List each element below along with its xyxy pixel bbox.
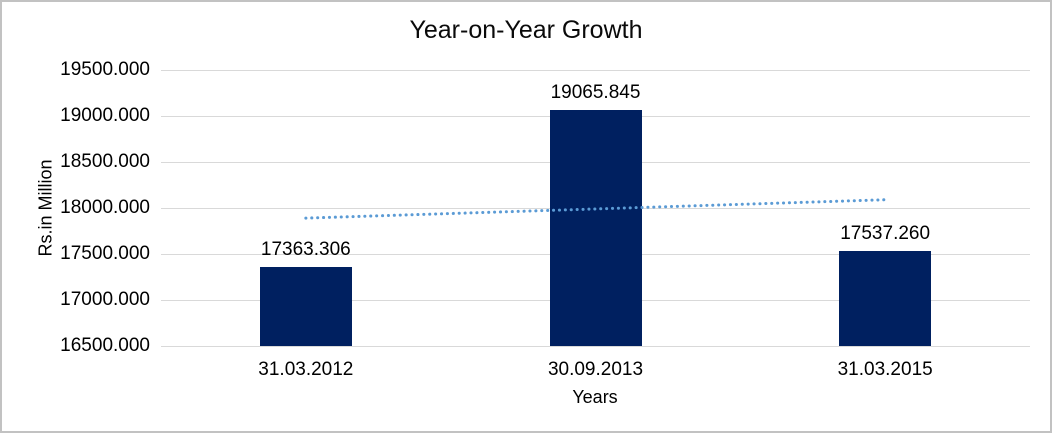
x-tick-label: 31.03.2015 (837, 359, 933, 380)
y-tick-label: 18500.000 (60, 151, 150, 172)
y-tick-label: 18000.000 (60, 197, 150, 218)
gridline (161, 70, 1030, 71)
y-tick-label: 16500.000 (60, 335, 150, 356)
x-tick-label: 30.09.2013 (547, 359, 644, 380)
chart-title: Year-on-Year Growth (409, 16, 643, 44)
bar-value-label: 17537.260 (840, 222, 931, 244)
x-axis-line (161, 346, 1030, 347)
y-tick-label: 19500.000 (60, 59, 150, 80)
y-tick-label: 17000.000 (60, 289, 150, 310)
y-tick-label: 19000.000 (60, 105, 150, 126)
bar-2012 (259, 266, 352, 346)
bar-2015 (839, 250, 932, 346)
bar-value-label: 17363.306 (260, 238, 351, 260)
bar-2013 (549, 109, 642, 346)
y-tick-label: 17500.000 (60, 243, 150, 264)
bar-value-label: 19065.845 (550, 81, 641, 103)
x-axis-title: Years (572, 387, 618, 407)
x-tick-label: 31.03.2012 (258, 359, 354, 380)
